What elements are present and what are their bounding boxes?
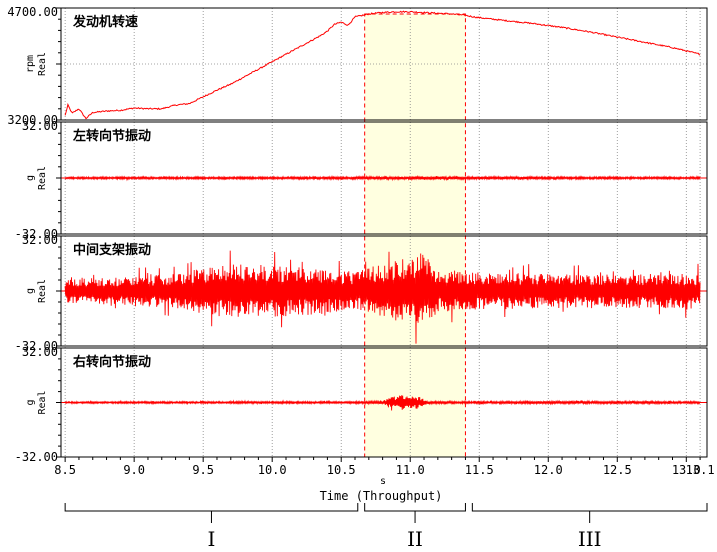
x-tick-label: 10.5 [327,463,356,477]
panel-title: 左转向节振动 [73,128,151,144]
rpm-series-line [64,10,701,120]
y-top-tick-label: 32.00 [22,345,58,359]
y-top-tick-label: 4700.00 [7,5,58,19]
vibration-series-line [64,250,701,344]
region-bracket [471,503,708,523]
frame-layer [56,7,708,462]
y-top-tick-label: 32.00 [22,119,58,133]
y-unit-label: g [25,399,36,405]
vibration-series-line [64,395,701,411]
region-label: II [407,527,423,551]
region-bracket [64,503,359,523]
region-bracket [364,503,466,523]
x-tick-label: 11.0 [396,463,425,477]
y-quantity-label: Real [37,279,48,303]
y-bottom-tick-label: 3200.00 [7,113,58,127]
panel-title: 右转向节振动 [72,354,151,370]
region-label: I [208,527,216,551]
y-bottom-tick-label: -32.00 [15,227,58,241]
y-quantity-label: Real [37,166,48,190]
x-axis-unit: s [380,476,386,487]
x-tick-label: 12.0 [534,463,563,477]
data-layer [61,10,707,411]
vibration-series-line [64,174,701,182]
x-axis-label: Time (Throughput) [320,489,443,503]
text-layer: 8.5 9.0 9.5 10.0 10.5 11.0 11.5 12.0 12.5 13.013.… [7,5,714,477]
region-label: III [578,527,602,551]
x-tick-label: 9.0 [123,463,145,477]
x-tick-label: 13.0 [672,463,701,477]
panel-title: 中间支架振动 [73,242,151,258]
y-top-tick-label: 32.00 [22,233,58,247]
x-tick-label: 11.5 [465,463,494,477]
x-tick-label: 9.5 [192,463,214,477]
x-tick-label: 8.5 [54,463,76,477]
y-quantity-label: Real [37,52,48,76]
y-unit-label: g [25,175,36,181]
y-quantity-label: Real [37,390,48,414]
y-bottom-tick-label: -32.00 [15,450,58,464]
x-tick-label: 13.1 [686,463,715,477]
panel-title: 发动机转速 [72,14,138,30]
x-tick-label: 10.0 [258,463,287,477]
y-unit-label: rpm [25,55,36,73]
regions-layer: I II III [64,503,708,551]
y-unit-label: g [25,288,36,294]
y-bottom-tick-label: -32.00 [15,339,58,353]
x-tick-label: 12.5 [603,463,632,477]
